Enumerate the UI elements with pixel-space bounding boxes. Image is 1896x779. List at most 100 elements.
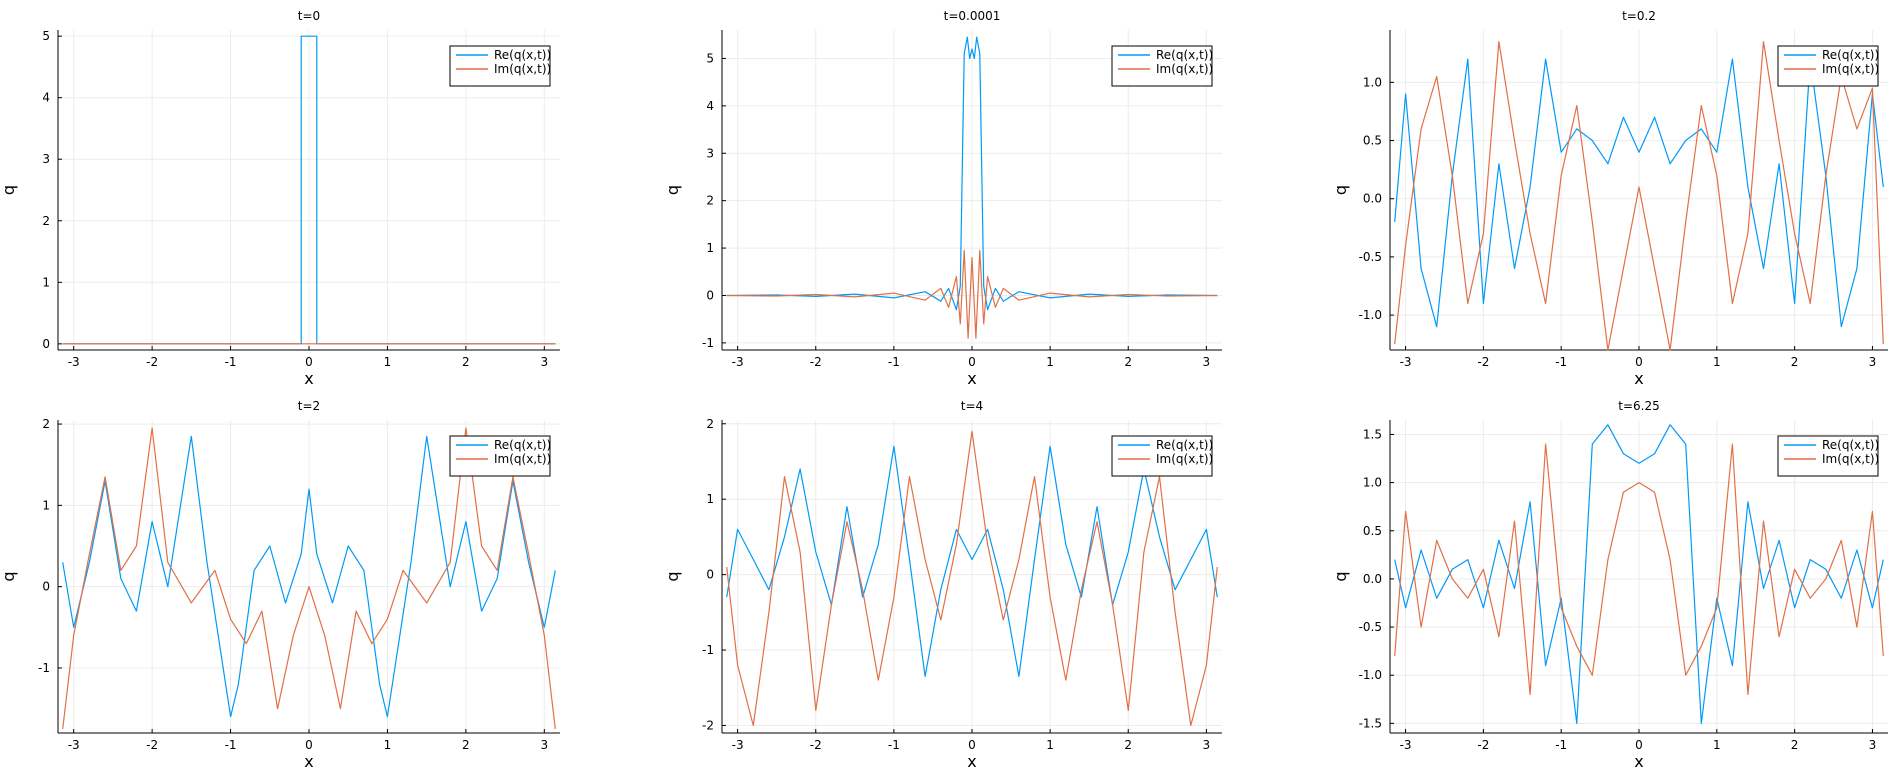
legend-label: Re(q(x,t)) [1156, 48, 1213, 62]
x-tick-label: -2 [1477, 738, 1489, 752]
chart-title: t=0 [298, 9, 320, 23]
x-tick-label: -2 [146, 355, 158, 369]
x-tick-label: 3 [540, 355, 548, 369]
y-tick-label: 3 [42, 152, 50, 166]
chart-title: t=2 [298, 399, 320, 413]
y-tick-label: 0.5 [1363, 524, 1382, 538]
y-tick-label: -1 [38, 661, 50, 675]
x-tick-label: -3 [732, 738, 744, 752]
x-tick-label: 2 [1124, 738, 1132, 752]
x-axis-label: x [967, 369, 976, 388]
chart-title: t=4 [961, 399, 983, 413]
x-tick-label: 2 [462, 738, 470, 752]
legend-label: Im(q(x,t)) [1822, 62, 1879, 76]
y-tick-label: 1 [706, 492, 714, 506]
chart-panel-0: -3 -2 -1 0 1 2 3 0 1 2 3 4 5 t=0 x q Re(q(x,t))Im(q(x,t)… [0, 9, 560, 388]
series-line-im [62, 427, 556, 729]
legend-label: Im(q(x,t)) [1822, 452, 1879, 466]
y-tick-label: 0 [42, 337, 50, 351]
x-tick-label: 1 [1713, 738, 1721, 752]
legend-label: Re(q(x,t)) [494, 48, 551, 62]
x-axis-label: x [304, 752, 313, 771]
x-tick-label: -2 [1477, 355, 1489, 369]
y-tick-label: 4 [42, 91, 50, 105]
chart-title: t=6.25 [1618, 399, 1659, 413]
legend: Re(q(x,t))Im(q(x,t)) [449, 435, 551, 477]
x-tick-label: -1 [888, 355, 900, 369]
x-tick-label: -1 [225, 738, 237, 752]
x-tick-label: 1 [1046, 355, 1054, 369]
x-tick-label: -2 [146, 738, 158, 752]
chart-title: t=0.0001 [944, 9, 1001, 23]
legend-label: Im(q(x,t)) [1156, 62, 1213, 76]
x-tick-label: -2 [810, 355, 822, 369]
y-tick-label: 0.5 [1363, 134, 1382, 148]
x-axis-label: x [1634, 752, 1643, 771]
x-tick-label: 0 [968, 738, 976, 752]
x-tick-label: 0 [1635, 738, 1643, 752]
x-tick-label: 3 [1203, 355, 1211, 369]
y-tick-label: -1 [702, 336, 714, 350]
legend-box [449, 45, 551, 87]
y-tick-label: 2 [42, 417, 50, 431]
y-axis-label: q [0, 185, 18, 195]
series-line-re [1394, 424, 1884, 725]
legend-label: Re(q(x,t)) [1156, 438, 1213, 452]
y-tick-label: 1 [706, 241, 714, 255]
x-tick-label: 0 [968, 355, 976, 369]
y-tick-label: 4 [706, 99, 714, 113]
x-tick-label: -3 [68, 738, 80, 752]
x-axis-label: x [967, 752, 976, 771]
legend-label: Re(q(x,t)) [1822, 48, 1879, 62]
chart-panel-2: -3 -2 -1 0 1 2 3 -1.0 -0.5 0.0 0.5 1.0 t=0.2 x q Re(q(x… [1331, 9, 1888, 388]
legend: Re(q(x,t))Im(q(x,t)) [1777, 435, 1879, 477]
x-tick-label: 0 [305, 355, 313, 369]
legend-label: Re(q(x,t)) [494, 438, 551, 452]
series-line-re [726, 445, 1218, 678]
x-axis-label: x [1634, 369, 1643, 388]
y-tick-label: 5 [42, 29, 50, 43]
chart-panel-5: -3 -2 -1 0 1 2 3 -1.5 -1.0 -0.5 0.0 0.5 1.0 1.5 t=6.25… [1331, 399, 1888, 771]
y-tick-label: 2 [706, 194, 714, 208]
x-tick-label: 2 [462, 355, 470, 369]
x-tick-label: 3 [1869, 738, 1877, 752]
legend-box [1111, 435, 1213, 477]
x-tick-label: 1 [384, 355, 392, 369]
x-tick-label: -1 [1555, 355, 1567, 369]
series-line-im [1394, 40, 1884, 351]
x-tick-label: 1 [384, 738, 392, 752]
chart-panel-1: -3 -2 -1 0 1 2 3 -1 0 1 2 3 4 5 t=0.0001 x q Re(q(x,t))Im… [663, 9, 1222, 388]
y-tick-label: 0 [42, 580, 50, 594]
series-line-re [1394, 58, 1884, 328]
series-line-im [726, 430, 1218, 727]
legend-label: Im(q(x,t)) [1156, 452, 1213, 466]
y-axis-label: q [663, 571, 682, 581]
legend: Re(q(x,t))Im(q(x,t)) [1777, 45, 1879, 87]
x-tick-label: 2 [1124, 355, 1132, 369]
chart-panel-4: -3 -2 -1 0 1 2 3 -2 -1 0 1 2 t=4 x q Re(q(x,t))Im(q(x,t… [663, 399, 1222, 771]
x-tick-label: 3 [1869, 355, 1877, 369]
x-axis-label: x [304, 369, 313, 388]
x-tick-label: 0 [1635, 355, 1643, 369]
x-tick-label: 2 [1791, 355, 1799, 369]
x-tick-label: -1 [225, 355, 237, 369]
x-tick-label: -3 [1400, 355, 1412, 369]
y-tick-label: 0.0 [1363, 572, 1382, 586]
y-tick-label: 1.5 [1363, 427, 1382, 441]
legend: Re(q(x,t))Im(q(x,t)) [1111, 45, 1213, 87]
legend-box [449, 435, 551, 477]
legend-box [1777, 45, 1879, 87]
x-tick-label: -3 [68, 355, 80, 369]
legend-label: Re(q(x,t)) [1822, 438, 1879, 452]
y-tick-label: -0.5 [1359, 620, 1382, 634]
y-tick-label: 0.0 [1363, 192, 1382, 206]
chart-panel-3: -3 -2 -1 0 1 2 3 -1 0 1 2 t=2 x q Re(q(x,t))Im(q(x,t)) [0, 399, 560, 771]
y-axis-label: q [0, 571, 18, 581]
y-tick-label: 1.0 [1363, 476, 1382, 490]
y-tick-label: 1.0 [1363, 75, 1382, 89]
y-axis-label: q [663, 185, 682, 195]
legend: Re(q(x,t))Im(q(x,t)) [449, 45, 551, 87]
x-tick-label: 1 [1046, 738, 1054, 752]
y-tick-label: -1.5 [1359, 716, 1382, 730]
